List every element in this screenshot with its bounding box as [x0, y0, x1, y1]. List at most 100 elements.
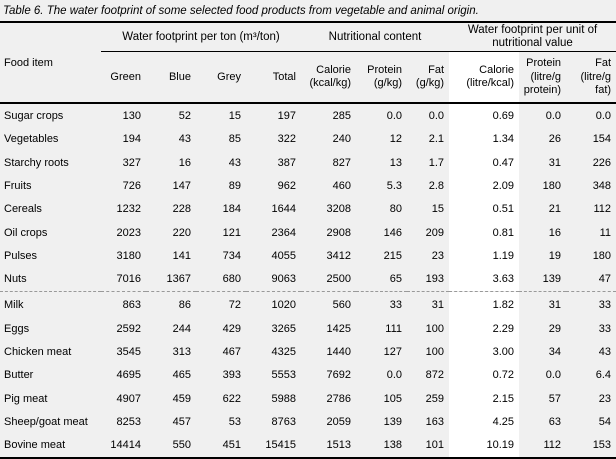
fat-content-cell: 259 — [425, 392, 445, 405]
grey-value-cell: 184 — [222, 203, 241, 216]
protein-content-cell: 105 — [383, 392, 402, 405]
fat-wf-cell: 43 — [598, 346, 612, 359]
food-item-cell: Oil crops — [4, 226, 48, 239]
calorie-wf-cell: 0.51 — [449, 197, 520, 221]
group-header-nutritional-content: Nutritional content — [301, 23, 450, 53]
protein-wf-cell: 34 — [548, 346, 562, 359]
fat-content-cell: 2.8 — [428, 179, 445, 192]
grey-value-cell: 53 — [228, 415, 241, 428]
fat-content-cell: 1.7 — [428, 156, 445, 169]
calorie-wf-cell: 1.82 — [449, 290, 520, 318]
table-row: Pulses 3180 141 734 4055 3412 215 23 1.1… — [0, 244, 616, 268]
fat-content-cell: 15 — [431, 203, 445, 216]
blue-value-cell: 1367 — [166, 273, 191, 286]
food-item-cell: Starchy roots — [4, 156, 69, 169]
sub-header-row: Green Blue Grey Total Calorie (kcal/kg) … — [0, 51, 616, 105]
protein-wf-cell: 112 — [543, 439, 562, 452]
food-item-cell: Eggs — [4, 322, 30, 335]
calorie-content-cell: 2059 — [326, 415, 351, 428]
food-item-cell: Pig meat — [4, 392, 48, 405]
protein-content-cell: 111 — [385, 322, 402, 335]
header-fat-wf: Fat (litre/g fat) — [566, 51, 616, 105]
protein-content-cell: 65 — [389, 273, 402, 286]
green-value-cell: 194 — [122, 133, 141, 146]
fat-content-cell: 872 — [425, 369, 445, 382]
water-footprint-table: Food item Water footprint per ton (m³/to… — [0, 23, 616, 459]
blue-value-cell: 313 — [172, 346, 191, 359]
header-blue: Blue — [146, 51, 196, 105]
protein-wf-cell: 31 — [548, 156, 562, 169]
calorie-wf-cell: 0.47 — [449, 151, 520, 175]
protein-content-cell: 12 — [389, 133, 402, 146]
green-value-cell: 8253 — [116, 415, 141, 428]
grey-value-cell: 622 — [222, 392, 241, 405]
green-value-cell: 1232 — [116, 203, 141, 216]
calorie-content-cell: 285 — [332, 110, 351, 123]
table-row: Bovine meat 14414 550 451 15415 1513 138… — [0, 433, 616, 458]
protein-content-cell: 13 — [389, 156, 402, 169]
protein-wf-cell: 16 — [548, 226, 562, 239]
total-value-cell: 2364 — [271, 226, 296, 239]
fat-wf-cell: 33 — [598, 322, 612, 335]
calorie-content-cell: 240 — [332, 133, 351, 146]
green-value-cell: 863 — [101, 290, 146, 318]
fat-wf-cell: 153 — [592, 439, 612, 452]
protein-content-cell: 80 — [389, 203, 402, 216]
fat-wf-cell: 54 — [598, 415, 612, 428]
grey-value-cell: 89 — [228, 179, 241, 192]
food-item-cell: Nuts — [4, 273, 27, 286]
protein-content-cell: 0.0 — [386, 369, 402, 382]
total-value-cell: 4055 — [271, 249, 296, 262]
blue-value-cell: 228 — [172, 203, 191, 216]
table-caption: Table 6. The water footprint of some sel… — [0, 0, 616, 23]
food-item-cell: Bovine meat — [4, 439, 66, 452]
grey-value-cell: 72 — [196, 290, 246, 318]
grey-value-cell: 121 — [222, 226, 241, 239]
green-value-cell: 130 — [122, 110, 141, 123]
food-item-cell: Pulses — [4, 249, 38, 262]
total-value-cell: 962 — [277, 179, 296, 192]
calorie-content-cell: 3208 — [326, 203, 351, 216]
green-value-cell: 4695 — [116, 369, 141, 382]
blue-value-cell: 459 — [172, 392, 191, 405]
grey-value-cell: 15 — [228, 110, 241, 123]
blue-value-cell: 147 — [172, 179, 191, 192]
fat-content-cell: 31 — [407, 290, 450, 318]
table-row: Sheep/goat meat 8253 457 53 8763 2059 13… — [0, 410, 616, 434]
food-item-cell: Cereals — [4, 203, 42, 216]
fat-wf-cell: 11 — [599, 226, 612, 239]
total-value-cell: 197 — [277, 110, 296, 123]
total-value-cell: 5553 — [271, 369, 296, 382]
header-grey: Grey — [196, 51, 246, 105]
blue-value-cell: 244 — [172, 322, 191, 335]
header-protein-wf: Protein (litre/g protein) — [519, 51, 567, 105]
green-value-cell: 3545 — [116, 346, 141, 359]
protein-wf-cell: 21 — [548, 203, 562, 216]
food-item-cell: Vegetables — [4, 133, 59, 146]
total-value-cell: 9063 — [271, 273, 296, 286]
total-value-cell: 15415 — [265, 439, 296, 452]
group-header-water-footprint-per-ton: Water footprint per ton (m³/ton) — [101, 23, 301, 53]
protein-wf-cell: 63 — [548, 415, 562, 428]
calorie-content-cell: 827 — [332, 156, 351, 169]
table-row: Starchy roots 327 16 43 387 827 13 1.7 0… — [0, 151, 616, 175]
table-row: Cereals 1232 228 184 1644 3208 80 15 0.5… — [0, 197, 616, 221]
calorie-content-cell: 2786 — [326, 392, 351, 405]
food-item-header: Food item — [0, 23, 101, 105]
food-item-cell: Butter — [4, 369, 34, 382]
blue-value-cell: 52 — [178, 110, 191, 123]
group-header-row: Food item Water footprint per ton (m³/to… — [0, 23, 616, 105]
calorie-content-cell: 1425 — [326, 322, 351, 335]
fat-content-cell: 100 — [425, 346, 445, 359]
fat-wf-cell: 348 — [592, 179, 612, 192]
table-row: Vegetables 194 43 85 322 240 12 2.1 1.34… — [0, 127, 616, 152]
calorie-wf-cell: 0.69 — [449, 103, 520, 128]
table-row: Oil crops 2023 220 121 2364 2908 146 209… — [0, 220, 616, 245]
calorie-content-cell: 7692 — [326, 369, 351, 382]
header-protein-content: Protein (g/kg) — [356, 51, 407, 105]
blue-value-cell: 457 — [172, 415, 191, 428]
fat-wf-cell: 47 — [598, 273, 612, 286]
calorie-content-cell: 3412 — [326, 249, 351, 262]
calorie-wf-cell: 3.00 — [449, 340, 520, 364]
